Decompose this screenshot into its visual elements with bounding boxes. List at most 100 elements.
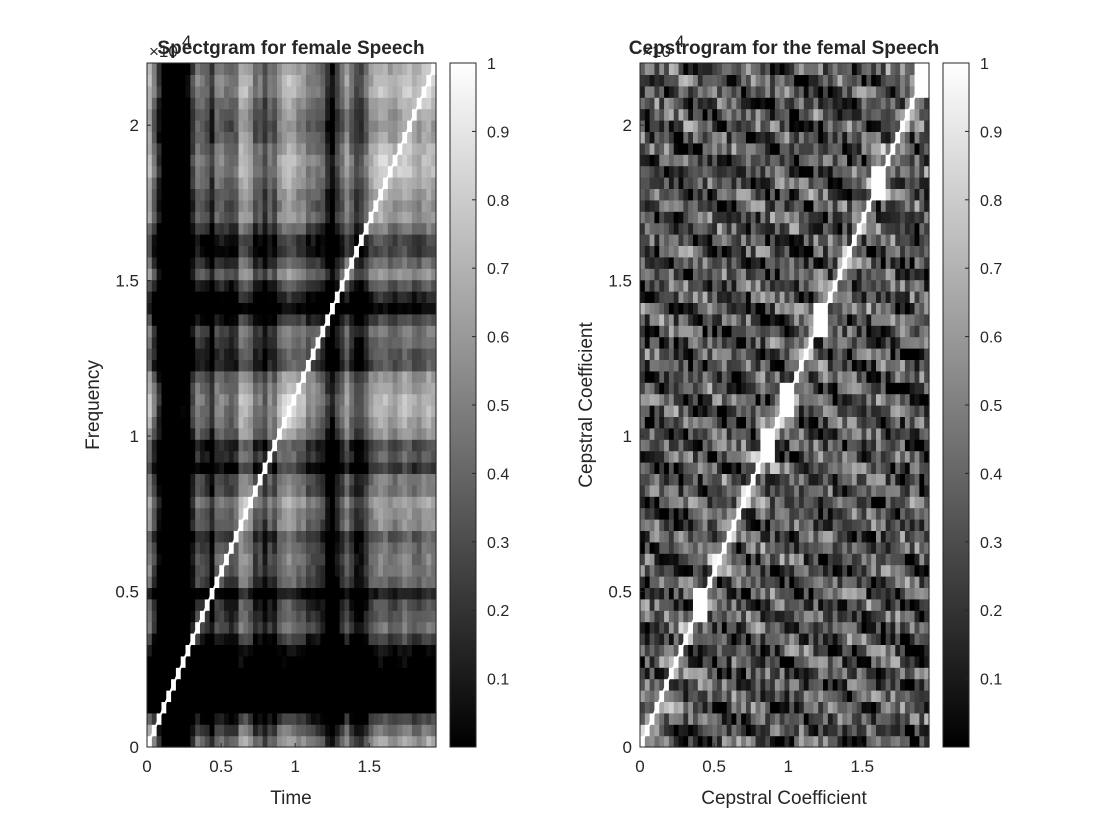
- heatmap-cell: [664, 735, 670, 748]
- heatmap-cell: [344, 211, 350, 224]
- heatmap-cell: [228, 427, 235, 440]
- heatmap-cell: [363, 279, 370, 292]
- heatmap-cell: [171, 667, 177, 680]
- heatmap-cell: [151, 416, 158, 429]
- heatmap-cell: [310, 74, 317, 87]
- heatmap-cell: [185, 712, 191, 725]
- heatmap-cell: [286, 268, 293, 281]
- heatmap-cell: [392, 85, 399, 98]
- heatmap-cell: [373, 177, 379, 189]
- heatmap-cell: [224, 519, 230, 531]
- heatmap-cell: [832, 530, 839, 543]
- heatmap-cell: [387, 655, 394, 668]
- heatmap-cell: [171, 405, 177, 417]
- heatmap-cell: [397, 496, 403, 509]
- heatmap-cell: [151, 598, 158, 611]
- heatmap-cell: [678, 598, 684, 611]
- heatmap-cell: [272, 541, 278, 554]
- heatmap-cell: [919, 701, 925, 714]
- heatmap-cell: [363, 427, 370, 440]
- heatmap-cell: [243, 154, 249, 167]
- heatmap-cell: [745, 735, 752, 748]
- heatmap-cell: [175, 644, 182, 657]
- heatmap-cell: [397, 484, 403, 497]
- heatmap-cell: [426, 211, 432, 224]
- heatmap-cell: [721, 564, 728, 577]
- heatmap-cell: [320, 633, 326, 645]
- heatmap-cell: [166, 541, 172, 554]
- heatmap-cell: [243, 245, 249, 258]
- heatmap-cell: [315, 325, 321, 338]
- heatmap-cell: [392, 610, 399, 623]
- heatmap-cell: [199, 633, 206, 645]
- heatmap-cell: [426, 621, 432, 634]
- heatmap-cell: [195, 633, 201, 645]
- heatmap-cell: [895, 519, 901, 531]
- heatmap-cell: [721, 576, 728, 588]
- heatmap-cell: [305, 348, 312, 360]
- heatmap-cell: [219, 268, 225, 281]
- heatmap-cell: [195, 416, 201, 429]
- heatmap-cell: [166, 336, 172, 349]
- heatmap-cell: [344, 564, 350, 577]
- heatmap-cell: [272, 633, 278, 645]
- heatmap-cell: [180, 165, 187, 178]
- heatmap-cell: [262, 359, 269, 372]
- heatmap-cell: [214, 427, 220, 440]
- heatmap-cell: [909, 576, 916, 588]
- heatmap-cell: [228, 712, 235, 725]
- heatmap-cell: [243, 621, 249, 634]
- heatmap-cell: [349, 439, 355, 452]
- heatmap-cell: [330, 724, 336, 737]
- heatmap-cell: [387, 496, 394, 509]
- heatmap-cell: [717, 701, 723, 714]
- heatmap-cell: [842, 701, 848, 714]
- heatmap-cell: [214, 302, 220, 315]
- heatmap-cell: [334, 393, 341, 406]
- heatmap-cell: [373, 553, 379, 566]
- heatmap-cell: [866, 587, 872, 600]
- heatmap-cell: [156, 701, 163, 714]
- heatmap-cell: [310, 268, 317, 281]
- heatmap-cell: [397, 370, 403, 383]
- heatmap-cell: [421, 142, 427, 155]
- heatmap-cell: [808, 587, 814, 600]
- heatmap-cell: [827, 701, 834, 714]
- heatmap-cell: [286, 644, 293, 657]
- heatmap-cell: [175, 359, 182, 372]
- heatmap-cell: [373, 541, 379, 554]
- heatmap-cell: [301, 541, 307, 554]
- heatmap-cell: [431, 234, 437, 246]
- heatmap-cell: [305, 427, 312, 440]
- heatmap-cell: [252, 302, 259, 315]
- heatmap-cell: [387, 97, 394, 110]
- heatmap-cell: [431, 610, 437, 623]
- heatmap-cell: [856, 701, 863, 714]
- heatmap-cell: [233, 336, 240, 349]
- heatmap-cell: [228, 165, 235, 178]
- heatmap-cell: [640, 690, 646, 702]
- heatmap-cell: [334, 279, 341, 292]
- heatmap-cell: [267, 348, 273, 360]
- heatmap-cell: [204, 85, 211, 98]
- heatmap-cell: [301, 142, 307, 155]
- heatmap-cell: [387, 188, 394, 201]
- heatmap-cell: [175, 63, 182, 75]
- heatmap-cell: [296, 154, 302, 167]
- heatmap-cell: [387, 325, 394, 338]
- heatmap-cell: [238, 553, 244, 566]
- heatmap-cell: [151, 621, 158, 634]
- heatmap-cell: [640, 530, 646, 543]
- heatmap-cell: [219, 598, 225, 611]
- heatmap-cell: [291, 667, 297, 680]
- heatmap-cell: [697, 553, 704, 566]
- heatmap-cell: [702, 633, 709, 645]
- heatmap-cell: [156, 633, 163, 645]
- heatmap-cell: [683, 610, 689, 623]
- heatmap-cell: [190, 108, 196, 121]
- heatmap-cell: [368, 165, 374, 178]
- heatmap-cell: [199, 199, 206, 212]
- heatmap-cell: [262, 530, 269, 543]
- heatmap-cell: [219, 165, 225, 178]
- heatmap-cell: [190, 484, 196, 497]
